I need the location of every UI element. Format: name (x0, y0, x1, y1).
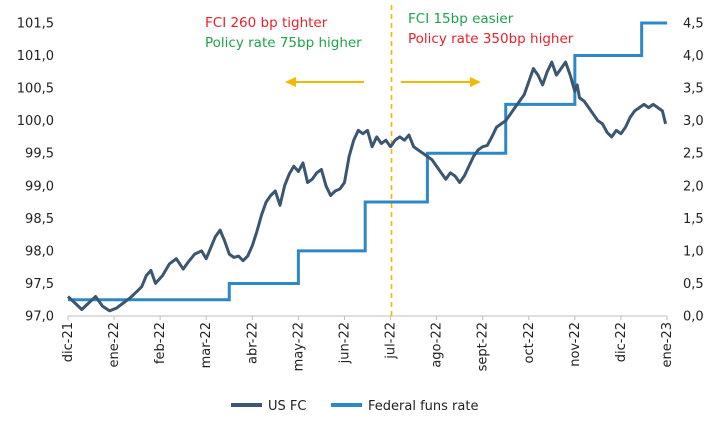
x-tick-label: sept-22 (476, 322, 491, 371)
y-right-tick-label: 0,0 (683, 310, 704, 325)
y-left-tick-label: 98,5 (25, 212, 54, 227)
x-tick-label: nov-22 (568, 322, 583, 367)
y-left-tick-label: 101,5 (17, 17, 54, 32)
x-tick-label: dic-21 (61, 322, 76, 362)
left-arrow (285, 77, 364, 87)
y-left-tick-label: 97,0 (25, 310, 54, 325)
series-us-fc (66, 60, 668, 313)
y-right-tick-label: 1,5 (683, 212, 704, 227)
x-tick-label: dic-22 (614, 322, 629, 362)
y-right-tick-label: 1,0 (683, 244, 704, 259)
x-tick-label: oct-22 (522, 322, 537, 363)
us-fc-line (66, 60, 668, 313)
y-left-tick-label: 101,0 (17, 49, 54, 64)
x-tick-label: ene-22 (107, 322, 122, 367)
y-right-tick-label: 4,5 (683, 17, 704, 32)
annotation-left-line1: FCI 260 bp tighter (205, 15, 328, 31)
annotation-left-line2: Policy rate 75bp higher (205, 35, 362, 51)
annotation-right-line1: FCI 15bp easier (408, 11, 514, 27)
legend-label-us-fc: US FC (268, 399, 306, 414)
fed-funds-line (68, 21, 667, 302)
x-tick-label: may-22 (291, 322, 306, 371)
x-tick-label: jul-22 (384, 322, 399, 360)
y-left-tick-label: 100,0 (17, 114, 54, 129)
legend: US FC Federal funs rate (231, 399, 478, 414)
x-tick-label: ago-22 (430, 322, 445, 368)
y-axis-right: 0,0 0,5 1,0 1,5 2,0 2,5 3,0 3,5 4,0 4,5 (683, 17, 704, 325)
legend-label-fed: Federal funs rate (368, 399, 478, 414)
x-tick-label: mar-22 (199, 322, 214, 368)
y-right-tick-label: 2,0 (683, 179, 704, 194)
x-tick-label: jun-22 (337, 322, 352, 364)
y-axis-left: 97,0 97,5 98,0 98,5 99,0 99,5 100,0 100,5 101,0 1… (17, 17, 54, 325)
y-left-tick-label: 98,0 (25, 244, 54, 259)
annotation-right-line2: Policy rate 350bp higher (408, 31, 574, 47)
y-left-tick-label: 97,5 (25, 277, 54, 292)
x-axis: dic-21 ene-22 feb-22 mar-22 abr-22 may-22 jun-… (61, 322, 675, 371)
right-arrow (401, 77, 481, 87)
y-left-tick-label: 100,5 (17, 82, 54, 97)
y-right-tick-label: 0,5 (683, 277, 704, 292)
plot-area (67, 315, 668, 320)
series-fed-funds-rate (68, 21, 667, 302)
x-tick-label: feb-22 (153, 322, 168, 364)
y-right-tick-label: 3,5 (683, 82, 704, 97)
y-left-tick-label: 99,0 (25, 179, 54, 194)
y-right-tick-label: 4,0 (683, 49, 704, 64)
y-right-tick-label: 2,5 (683, 147, 704, 162)
x-tick-label: abr-22 (245, 322, 260, 364)
x-tick-label: ene-23 (660, 322, 675, 367)
y-left-tick-label: 99,5 (25, 147, 54, 162)
y-right-tick-label: 3,0 (683, 114, 704, 129)
